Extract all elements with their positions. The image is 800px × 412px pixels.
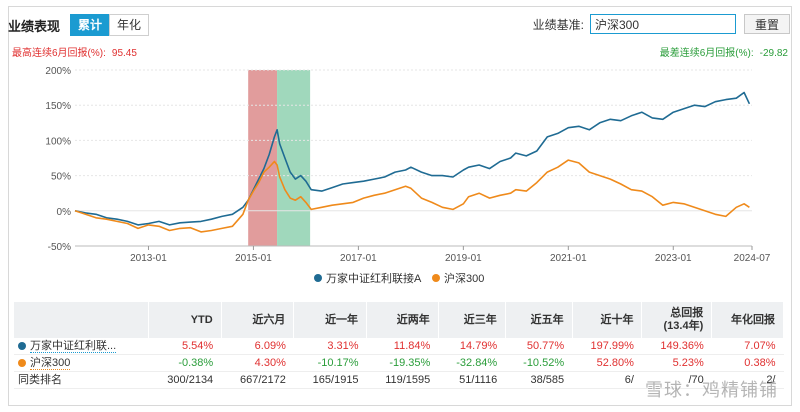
max-loss-stat: 最差连续6月回报(%): -29.82 [660,44,788,59]
x-tick-label: 2017-01 [340,253,377,264]
table-cell: -10.52% [505,354,573,372]
table-row: 万家中证红利联... 5.54% 6.09% 3.31% 11.84% 14.79% 50.… [14,338,784,355]
max-loss-label: 最差连续6月回报(%): [659,48,754,59]
row-name[interactable]: 万家中证红利联... [30,340,117,353]
table-cell: 197.99% [572,338,642,355]
benchmark-dot-icon [18,359,26,367]
y-tick-label: 100% [45,136,71,147]
benchmark-input[interactable] [589,14,736,34]
table-header-total-line2: (13.4年) [663,320,704,332]
x-tick-label: 2015-01 [235,253,272,264]
table-cell: 3.31% [293,338,367,355]
table-cell: 7.07% [711,338,784,355]
table-cell: 14.79% [438,338,506,355]
panel-title: 业绩表现 [8,18,61,34]
reset-button[interactable]: 重置 [743,14,790,34]
row-name: 同类排名 [18,374,62,386]
table-header-name [14,302,149,338]
highlight-band-loss [277,70,311,246]
table-cell: 300/2134 [148,371,222,389]
table-cell: /70 [641,371,712,389]
row-name-cell[interactable]: 万家中证红利联... [14,338,149,355]
max-loss-value: -29.82 [759,48,788,59]
max-gain-stat: 最高连续6月回报(%): 95.45 [12,44,137,59]
header: 业绩表现 累计 年化 [8,14,150,36]
table-cell: 0.38% [711,354,784,372]
legend-dot-icon [314,274,322,282]
table-cell: -0.38% [148,354,222,372]
x-tick-label: 2013-01 [130,253,167,264]
table-header-total-line1: 总回报 [670,307,704,319]
table-cell: 50.77% [505,338,573,355]
table-cell: -10.17% [293,354,367,372]
fund-dot-icon [18,342,26,350]
benchmark-label: 业绩基准: [532,17,584,32]
table-header-1y: 近一年 [293,302,368,338]
table-header-3y: 近三年 [438,302,506,338]
series-line-0 [74,91,751,226]
table-cell: 6/ [572,371,642,389]
table-header-2y: 近两年 [366,302,439,338]
x-tick-label: 2021-01 [550,253,587,264]
table-cell: 5.23% [641,354,712,372]
x-tick-label: 2019-01 [445,253,482,264]
table-header-row: YTD 近六月 近一年 近两年 近三年 近五年 近十年 总回报 (13.4年) 年… [14,302,784,338]
x-tick-label: 2024-07 [734,253,771,264]
table-cell: 165/1915 [293,371,367,389]
y-tick-label: 50% [51,172,71,183]
table-cell: 2/ [711,371,784,389]
table-cell: 4.30% [221,354,294,372]
table-row: 沪深300 -0.38% 4.30% -10.17% -19.35% -32.84% -10… [14,354,784,372]
table-header-10y: 近十年 [572,302,643,338]
table-row: 同类排名 300/2134 667/2172 165/1915 119/1595 51/1… [14,371,784,389]
table-cell: 11.84% [366,338,439,355]
legend-label: 万家中证红利联接A [326,271,422,285]
y-tick-label: 200% [45,66,71,77]
table-cell: 119/1595 [366,371,439,389]
returns-table: YTD 近六月 近一年 近两年 近三年 近五年 近十年 总回报 (13.4年) 年… [14,302,784,389]
highlight-band-gain [248,70,278,246]
table-cell: 38/585 [505,371,573,389]
max-gain-label: 最高连续6月回报(%): [12,48,106,59]
table-cell: 667/2172 [221,371,294,389]
legend-dot-icon [432,274,440,282]
legend-label: 沪深300 [444,271,484,285]
benchmark-selector: 业绩基准: 重置 [533,14,790,34]
y-tick-label: 0% [57,207,72,218]
table-cell: 149.36% [641,338,712,355]
y-tick-label: 150% [45,101,71,112]
table-header-6m: 近六月 [221,302,295,338]
table-header-total: 总回报 (13.4年) [641,302,713,338]
table-cell: 5.54% [148,338,222,355]
x-tick-label: 2023-01 [655,253,692,264]
returns-table-wrap: YTD 近六月 近一年 近两年 近三年 近五年 近十年 总回报 (13.4年) 年… [14,302,784,389]
table-cell: 6.09% [221,338,294,355]
table-cell: 51/1116 [438,371,506,389]
series-line-1 [74,159,750,233]
table-header-ytd: YTD [148,302,222,338]
row-name[interactable]: 沪深300 [30,357,71,370]
table-cell: -19.35% [366,354,439,372]
row-name-cell[interactable]: 沪深300 [14,354,149,372]
table-header-5y: 近五年 [505,302,573,338]
table-cell: 52.80% [572,354,642,372]
y-tick-label: -50% [48,242,71,253]
max-gain-value: 95.45 [111,48,137,59]
tab-annualized[interactable]: 年化 [109,14,150,36]
tab-cumulative[interactable]: 累计 [70,14,111,36]
table-header-annual: 年化回报 [711,302,784,338]
performance-chart: -50% 0% 50% 100% 150% 200% 2013-01 2015-01 2017-… [45,66,771,285]
row-name-cell: 同类排名 [14,371,149,389]
table-cell: -32.84% [438,354,506,372]
